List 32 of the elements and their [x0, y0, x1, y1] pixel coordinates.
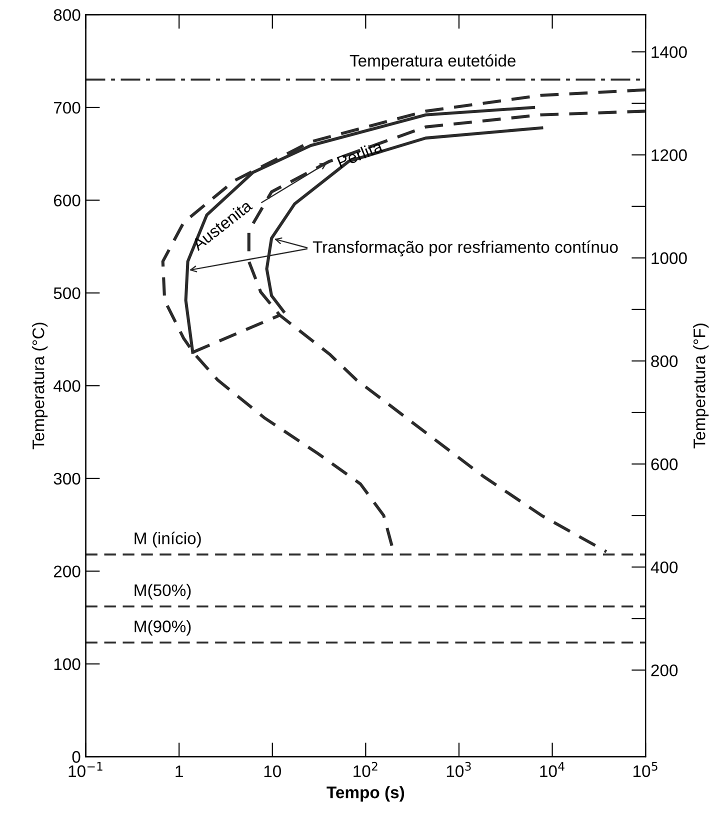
y-tick-label: 700: [54, 102, 80, 114]
annotation: Perlita: [336, 140, 384, 168]
y2-tick-label: 400: [650, 561, 678, 574]
y2-tick-label: 600: [651, 458, 678, 470]
y-tick-label: 100: [54, 658, 80, 670]
y2-axis-title: Temperatura (°F): [693, 324, 709, 448]
y-tick-label: 300: [54, 472, 80, 485]
x-tick-label: 1: [176, 766, 183, 778]
x-tick-label: 10$^{4}$: [540, 762, 564, 778]
ref-line-label: M(90%): [134, 620, 191, 636]
y-tick-label: 800: [54, 9, 80, 21]
y2-tick-label: 800: [651, 355, 678, 368]
y2-tick-label: 1400: [652, 46, 687, 58]
x-axis-title: Tempo (s): [326, 786, 404, 802]
y-tick-label: 500: [54, 287, 80, 300]
x-tick-label: 10$^{3}$: [446, 762, 471, 778]
y-tick-label: 400: [54, 380, 80, 392]
ref-line-label: Temperatura eutetóide: [350, 54, 516, 70]
y-axis-title: Temperatura (°C): [32, 322, 48, 450]
y-tick-label: 200: [54, 566, 80, 578]
y-tick-label: 0: [72, 751, 80, 763]
x-tick-label: 10$^{2}$: [354, 762, 378, 778]
x-tick-label: 10$^{5}$: [634, 762, 658, 778]
annotation: Transformação por resfriamento contínuo: [312, 240, 618, 256]
x-tick-label: 10$^{−1}$: [68, 762, 102, 778]
y2-tick-label: 1200: [652, 149, 687, 162]
ref-line-label: M(50%): [134, 584, 191, 600]
x-tick-label: 10: [264, 765, 281, 778]
y2-tick-label: 200: [651, 664, 678, 676]
y2-tick-label: 1000: [652, 252, 687, 264]
y-tick-label: 600: [54, 194, 80, 206]
ref-line-label: M (início): [134, 532, 201, 548]
